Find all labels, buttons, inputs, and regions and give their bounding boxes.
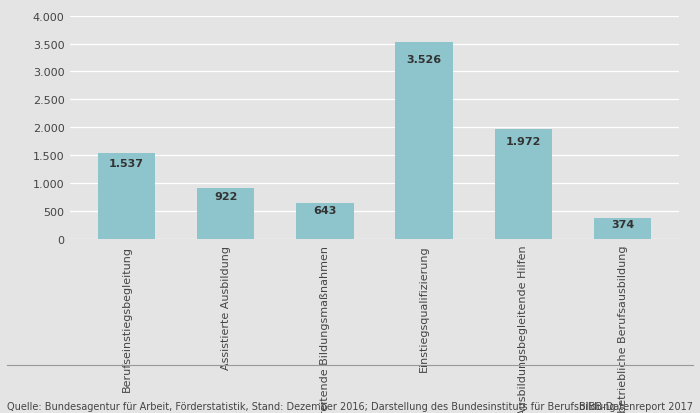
Bar	[594, 219, 651, 240]
Text: Quelle: Bundesagentur für Arbeit, Förderstatistik, Stand: Dezember 2016; Darstel: Quelle: Bundesagentur für Arbeit, Förder…	[7, 401, 615, 411]
Bar	[98, 154, 155, 240]
Bar	[296, 204, 354, 240]
Bar	[197, 188, 254, 240]
Text: 374: 374	[611, 220, 634, 230]
Text: 922: 922	[214, 191, 237, 201]
Text: 1.537: 1.537	[109, 159, 144, 169]
Text: BIBB-Datenreport 2017: BIBB-Datenreport 2017	[579, 401, 693, 411]
Text: 1.972: 1.972	[505, 136, 541, 146]
Bar	[395, 43, 453, 240]
Bar	[495, 130, 552, 240]
Text: 3.526: 3.526	[407, 55, 442, 65]
Text: 643: 643	[313, 206, 337, 216]
